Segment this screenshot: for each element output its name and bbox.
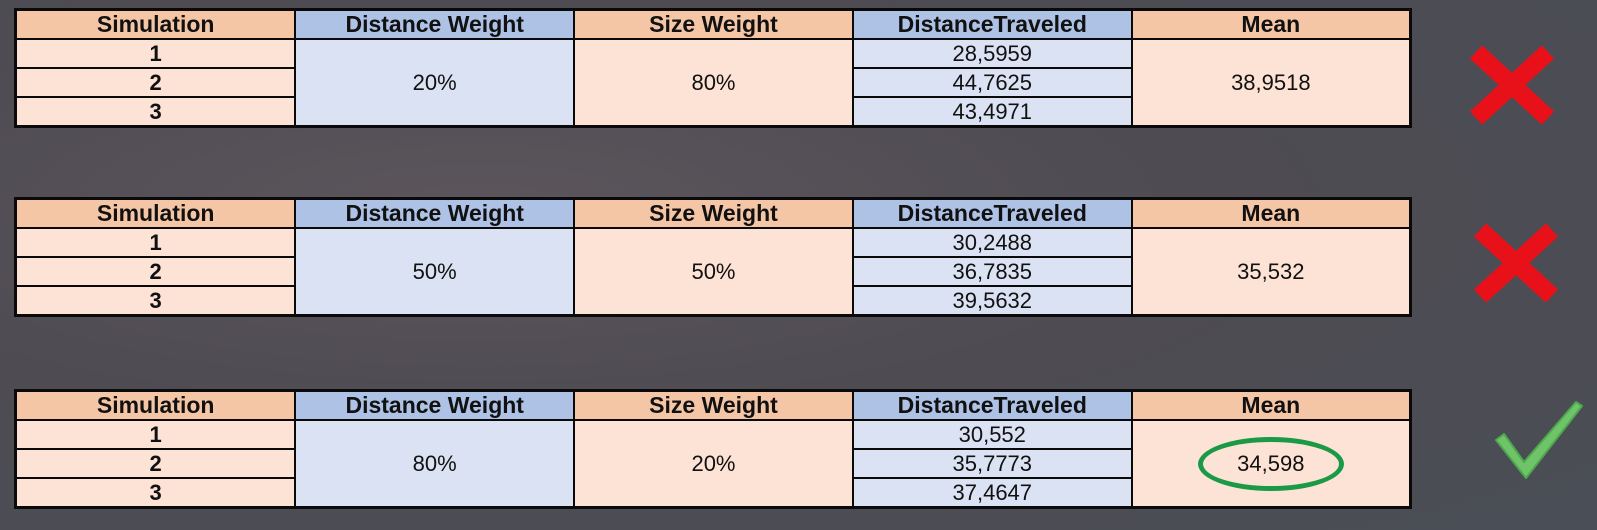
- mean-cell: 34,598: [1130, 419, 1412, 509]
- simulation-number: 2: [14, 448, 297, 479]
- simulation-number: 2: [14, 67, 297, 98]
- results-table-2: Simulation Distance Weight Size Weight D…: [14, 197, 1412, 317]
- header-distance-traveled: DistanceTraveled: [851, 389, 1133, 421]
- distance-traveled-value: 30,2488: [851, 227, 1133, 258]
- table-row: 2 35,7773: [14, 448, 1411, 479]
- results-table-1: Simulation Distance Weight Size Weight D…: [14, 8, 1412, 128]
- table-row: 3 37,4647: [14, 477, 1411, 509]
- header-mean: Mean: [1130, 8, 1412, 40]
- distance-weight-value: 50%: [294, 227, 576, 317]
- header-distance-weight: Distance Weight: [294, 8, 576, 40]
- results-table-3: Simulation Distance Weight Size Weight D…: [14, 389, 1412, 509]
- table-row: 3 39,5632: [14, 285, 1411, 317]
- red-x-icon: [1474, 224, 1558, 302]
- table-row: 1 80% 20% 30,552 34,598: [14, 419, 1412, 509]
- size-weight-value: 80%: [573, 38, 854, 128]
- green-check-icon: [1495, 401, 1583, 479]
- size-weight-value: 50%: [573, 227, 854, 317]
- simulation-number: 1: [14, 227, 297, 258]
- table-row: 1 20% 80% 28,5959 38,9518: [14, 38, 1412, 128]
- table-row: 1 50% 50% 30,2488 35,532: [14, 227, 1412, 317]
- header-simulation: Simulation: [14, 8, 297, 40]
- header-distance-weight: Distance Weight: [294, 197, 576, 229]
- distance-traveled-value: 44,7625: [851, 67, 1133, 98]
- simulation-number: 1: [14, 419, 297, 450]
- mean-value: 38,9518: [1130, 38, 1412, 128]
- highlight-circle: [1197, 436, 1344, 491]
- distance-traveled-value: 39,5632: [851, 285, 1133, 317]
- header-size-weight: Size Weight: [573, 389, 854, 421]
- distance-traveled-value: 28,5959: [851, 38, 1133, 69]
- distance-weight-value: 20%: [294, 38, 576, 128]
- size-weight-value: 20%: [573, 419, 854, 509]
- distance-traveled-value: 35,7773: [851, 448, 1133, 479]
- header-size-weight: Size Weight: [573, 8, 854, 40]
- header-distance-traveled: DistanceTraveled: [851, 197, 1133, 229]
- simulation-number: 3: [14, 477, 297, 509]
- simulation-number: 3: [14, 285, 297, 317]
- header-mean: Mean: [1130, 389, 1412, 421]
- header-size-weight: Size Weight: [573, 197, 854, 229]
- distance-traveled-value: 37,4647: [851, 477, 1133, 509]
- red-x-icon: [1470, 46, 1554, 124]
- table-row: 2 44,7625: [14, 67, 1411, 98]
- header-distance-weight: Distance Weight: [294, 389, 576, 421]
- distance-traveled-value: 36,7835: [851, 256, 1133, 287]
- distance-traveled-value: 43,4971: [851, 96, 1133, 128]
- header-simulation: Simulation: [14, 197, 297, 229]
- header-distance-traveled: DistanceTraveled: [851, 8, 1133, 40]
- header-mean: Mean: [1130, 197, 1412, 229]
- highlighted-mean: 34,598: [1197, 436, 1344, 491]
- mean-value: 35,532: [1130, 227, 1412, 317]
- distance-weight-value: 80%: [294, 419, 576, 509]
- table-row: 2 36,7835: [14, 256, 1411, 287]
- simulation-number: 1: [14, 38, 297, 69]
- simulation-number: 2: [14, 256, 297, 287]
- header-simulation: Simulation: [14, 389, 297, 421]
- table-row: 3 43,4971: [14, 96, 1411, 128]
- simulation-number: 3: [14, 96, 297, 128]
- distance-traveled-value: 30,552: [851, 419, 1133, 450]
